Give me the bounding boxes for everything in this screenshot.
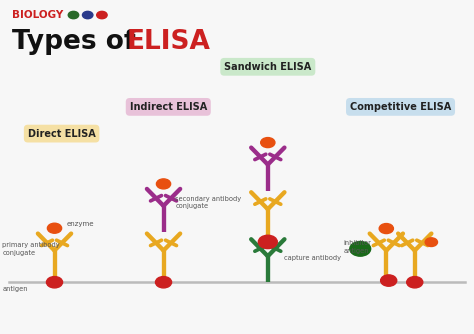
Circle shape <box>350 241 371 256</box>
Text: BIOLOGY: BIOLOGY <box>12 10 63 20</box>
Circle shape <box>68 11 79 19</box>
Circle shape <box>47 223 62 233</box>
Text: enzyme: enzyme <box>66 220 94 226</box>
Circle shape <box>381 275 397 286</box>
Text: inhibitor
antigen: inhibitor antigen <box>344 240 372 254</box>
Circle shape <box>258 235 277 248</box>
Text: Indirect ELISA: Indirect ELISA <box>130 102 207 112</box>
Text: capture antibody: capture antibody <box>284 255 341 261</box>
Text: Direct ELISA: Direct ELISA <box>28 129 95 139</box>
Circle shape <box>155 277 172 288</box>
Circle shape <box>46 277 63 288</box>
Circle shape <box>97 11 107 19</box>
Text: Competitive ELISA: Competitive ELISA <box>350 102 451 112</box>
Text: primary antibody
conjugate: primary antibody conjugate <box>2 242 60 256</box>
Circle shape <box>379 223 393 233</box>
Text: Sandwich ELISA: Sandwich ELISA <box>224 62 311 72</box>
Text: secondary antibody
conjugate: secondary antibody conjugate <box>175 196 242 209</box>
Text: Types of: Types of <box>12 29 145 55</box>
Circle shape <box>261 138 275 148</box>
Circle shape <box>407 277 423 288</box>
Circle shape <box>425 238 438 246</box>
Text: ELISA: ELISA <box>127 29 211 55</box>
Text: antigen: antigen <box>2 286 28 292</box>
Circle shape <box>82 11 93 19</box>
Circle shape <box>156 179 171 189</box>
